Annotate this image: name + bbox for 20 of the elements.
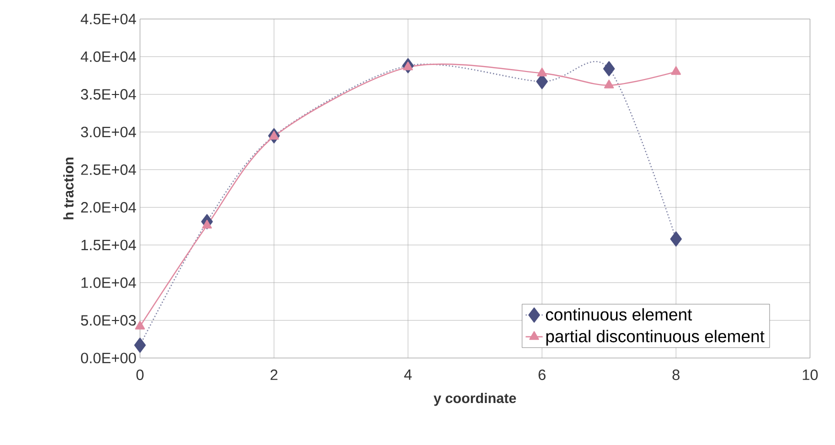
legend-label: partial discontinuous element <box>546 330 764 346</box>
y-tick-label: 2.5E+04 <box>81 164 136 175</box>
x-tick-label: 2 <box>270 369 278 380</box>
y-axis-title: h traction <box>63 158 74 220</box>
y-tick-label: 4.5E+04 <box>80 14 136 24</box>
y-tick-label: 1.5E+04 <box>82 240 136 250</box>
x-axis-title: y coordinate <box>434 392 516 406</box>
x-tick-label: 10 <box>802 369 818 380</box>
y-tick-label: 0.0E+00 <box>80 352 136 364</box>
x-tick-label: 6 <box>538 369 546 380</box>
legend-label: continuous element <box>546 308 692 321</box>
x-tick-label: 0 <box>136 369 144 380</box>
y-tick-label: 3.5E+04 <box>80 89 136 100</box>
y-tick-label: 1.0E+04 <box>82 277 136 288</box>
y-tick-label: 4.0E+04 <box>80 51 136 62</box>
y-tick-label: 3.0E+04 <box>80 126 136 138</box>
y-tick-label: 2.0E+04 <box>81 202 136 213</box>
y-tick-label: 5.0E+03 <box>80 315 136 326</box>
x-tick-label: 4 <box>404 369 412 380</box>
x-tick-label: 8 <box>672 369 680 380</box>
